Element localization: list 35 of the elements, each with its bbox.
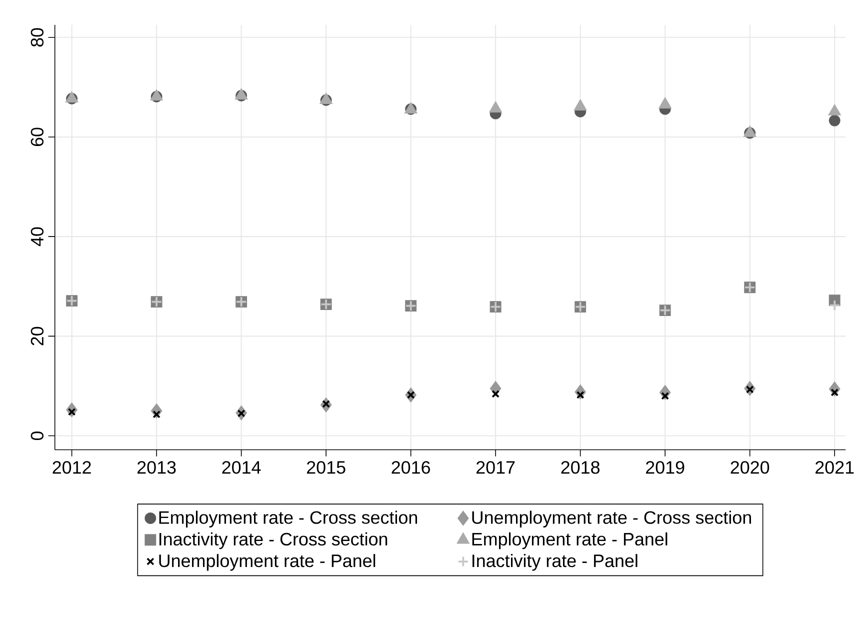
x-tick-label: 2016 — [392, 460, 430, 474]
x-tick-label: 2021 — [816, 460, 854, 474]
y-tick-label: 60 — [30, 128, 44, 146]
point — [661, 392, 670, 400]
x-tick-label: 2014 — [222, 460, 261, 474]
legend-label: Inactivity rate - Panel — [472, 554, 638, 571]
legend-label: Employment rate - Cross section — [159, 510, 418, 528]
legend-label: Unemployment rate - Cross section — [472, 510, 751, 528]
x-tick-label: 2018 — [561, 460, 600, 474]
x-tick-label: 2020 — [730, 460, 770, 474]
point — [237, 409, 246, 418]
y-tick-label: 20 — [30, 326, 44, 346]
x-tick-label: 2015 — [307, 460, 346, 474]
point — [659, 98, 672, 108]
point — [322, 400, 330, 408]
x-tick-label: 2013 — [137, 460, 176, 474]
point — [830, 388, 839, 396]
legend-label: Employment rate - Panel — [472, 532, 668, 549]
point — [574, 100, 586, 110]
y-tick-label: 40 — [30, 227, 44, 246]
point — [746, 385, 754, 394]
x-tick-label: 2019 — [646, 460, 684, 474]
point — [152, 410, 160, 418]
legend-label: Inactivity rate - Cross section — [160, 532, 388, 549]
point — [492, 390, 500, 398]
x-tick-label: 2017 — [476, 460, 515, 474]
point — [68, 408, 76, 416]
legend-label: Unemployment rate - Panel — [159, 554, 376, 571]
point — [490, 102, 502, 112]
y-tick-label: 80 — [30, 28, 44, 46]
y-tick-label: 0 — [30, 431, 44, 440]
point — [576, 390, 584, 399]
point — [828, 299, 840, 311]
x-tick-label: 2012 — [52, 460, 91, 474]
point — [406, 390, 415, 399]
